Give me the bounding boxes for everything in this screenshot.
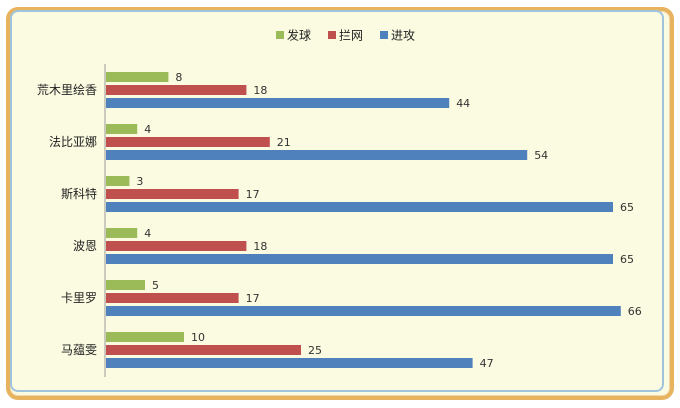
data-label-5-series-2: 17 — [246, 292, 260, 305]
data-label-2-series-3: 54 — [534, 149, 548, 162]
bar-3-series-3 — [106, 202, 613, 212]
bar-2-series-3 — [106, 150, 528, 160]
category-label-4: 波恩 — [73, 239, 97, 253]
bar-6-series-3 — [106, 358, 473, 368]
bar-4-series-1 — [106, 228, 138, 238]
bar-3-series-1 — [106, 176, 130, 186]
bar-4-series-2 — [106, 241, 247, 251]
legend-label-2: 拦网 — [339, 29, 363, 43]
bar-5-series-3 — [106, 306, 621, 316]
data-label-1-series-1: 8 — [175, 71, 182, 84]
category-label-5: 卡里罗 — [61, 291, 97, 305]
data-label-6-series-1: 10 — [191, 331, 205, 344]
data-label-2-series-1: 4 — [144, 123, 151, 136]
category-label-1: 荒木里绘香 — [37, 82, 97, 97]
data-label-6-series-2: 25 — [308, 344, 322, 357]
bar-2-series-2 — [106, 137, 270, 147]
data-label-1-series-3: 44 — [456, 97, 470, 110]
bar-5-series-1 — [106, 280, 145, 290]
bar-4-series-3 — [106, 254, 613, 264]
bar-6-series-1 — [106, 332, 184, 342]
data-label-1-series-2: 18 — [253, 84, 267, 97]
bar-5-series-2 — [106, 293, 239, 303]
bar-6-series-2 — [106, 345, 301, 355]
data-label-5-series-1: 5 — [152, 279, 159, 292]
data-label-4-series-1: 4 — [144, 227, 151, 240]
data-label-4-series-3: 65 — [620, 253, 634, 266]
legend-label-1: 发球 — [287, 28, 311, 43]
legend-swatch-1 — [276, 31, 284, 39]
data-label-3-series-3: 65 — [620, 201, 634, 214]
data-label-4-series-2: 18 — [253, 240, 267, 253]
legend-label-3: 进攻 — [391, 29, 415, 43]
bar-1-series-2 — [106, 85, 247, 95]
data-label-6-series-3: 47 — [480, 357, 494, 370]
bar-2-series-1 — [106, 124, 138, 134]
legend-swatch-2 — [328, 31, 336, 39]
data-label-3-series-2: 17 — [246, 188, 260, 201]
category-label-2: 法比亚娜 — [49, 135, 97, 149]
bar-1-series-1 — [106, 72, 169, 82]
bar-1-series-3 — [106, 98, 450, 108]
category-label-3: 斯科特 — [61, 186, 97, 201]
data-label-5-series-3: 66 — [628, 305, 642, 318]
legend-swatch-3 — [380, 31, 388, 39]
data-label-2-series-2: 21 — [277, 136, 291, 149]
data-label-3-series-1: 3 — [136, 175, 143, 188]
category-label-6: 马蕴雯 — [61, 343, 97, 357]
bar-3-series-2 — [106, 189, 239, 199]
